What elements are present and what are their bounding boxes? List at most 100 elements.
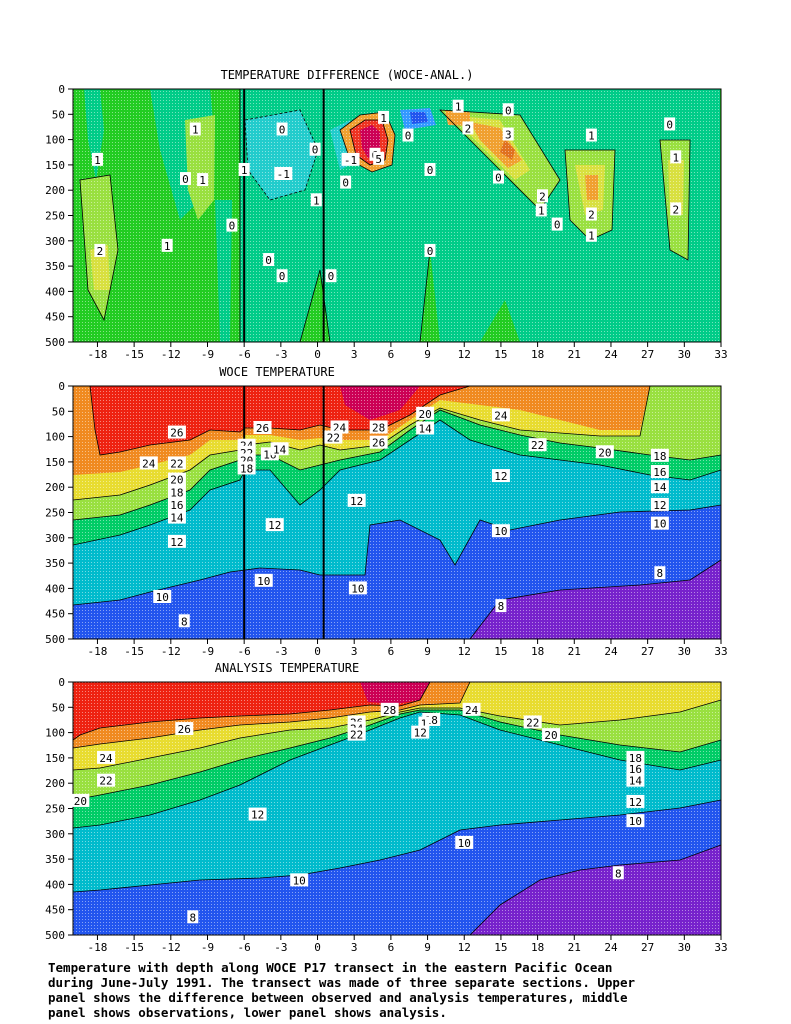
contour-label-box bbox=[424, 243, 436, 257]
contour-label-box bbox=[263, 253, 275, 267]
contour-label: 18 bbox=[653, 450, 666, 463]
contour-label: 1 bbox=[199, 174, 206, 187]
y-tick-label: 100 bbox=[45, 727, 65, 740]
x-tick-label: 24 bbox=[604, 348, 618, 361]
contour-label: 0 bbox=[279, 123, 286, 136]
y-axis: 0 50 100 150 200 250 300 350 400 450 500 bbox=[45, 83, 73, 349]
contour-label-box bbox=[462, 121, 474, 135]
contour-label-box bbox=[290, 873, 309, 887]
contour-label: 22 bbox=[327, 432, 340, 445]
contour-label-box bbox=[153, 590, 172, 604]
contour-label-box bbox=[237, 461, 256, 475]
contour-label: 12 bbox=[414, 727, 427, 740]
contour-label: 10 bbox=[257, 575, 270, 588]
contour-label: 20 bbox=[544, 729, 557, 742]
contour-label-box bbox=[416, 421, 435, 435]
contour-label-box bbox=[270, 442, 289, 456]
contour-label-box bbox=[411, 725, 430, 739]
contour-label: 3 bbox=[505, 129, 512, 142]
x-tick-label: 12 bbox=[458, 348, 471, 361]
x-tick-label: -15 bbox=[124, 645, 144, 658]
y-tick-label: 500 bbox=[45, 929, 65, 942]
contour-label: 10 bbox=[629, 815, 642, 828]
x-tick-label: 6 bbox=[388, 941, 395, 954]
contour-label: 22 bbox=[350, 729, 363, 742]
x-tick-label: -3 bbox=[274, 645, 287, 658]
contour-label-box bbox=[178, 614, 190, 628]
section-dividers bbox=[243, 386, 325, 639]
contour-label-box bbox=[502, 103, 514, 117]
contour-label-box bbox=[650, 516, 669, 530]
x-axis: -18 -15 -12 -9 -6 -3 0 3 6 9 12 15 18 21 24 27 30 33 bbox=[88, 342, 728, 361]
contour-label: 20 bbox=[418, 408, 431, 421]
x-tick-label: 24 bbox=[604, 941, 618, 954]
y-tick-label: 200 bbox=[45, 481, 65, 494]
contour-label-box bbox=[424, 162, 436, 176]
x-axis: -18 -15 -12 -9 -6 -3 0 3 6 9 12 15 18 21 24 27 30 33 bbox=[88, 639, 728, 658]
contour-label: 0 bbox=[342, 177, 349, 190]
x-tick-label: 33 bbox=[714, 645, 727, 658]
y-tick-label: 350 bbox=[45, 853, 65, 866]
contour-label-box bbox=[97, 750, 116, 764]
panel-analysis-temperature: ANALYSIS TEMPERATURE -18 -15 -1 bbox=[45, 661, 728, 954]
contour-label: 1 bbox=[313, 194, 320, 207]
contour-label: 0 bbox=[279, 270, 286, 283]
contour-label: 2 bbox=[465, 122, 472, 135]
contour-label: 0 bbox=[328, 270, 335, 283]
contour-label: 2 bbox=[97, 245, 104, 258]
contour-label: 0 bbox=[666, 118, 673, 131]
contour-label-box bbox=[462, 702, 481, 716]
contour-label-box bbox=[265, 518, 284, 532]
contour-label: 8 bbox=[657, 567, 664, 580]
contour-label: 2 bbox=[588, 208, 595, 221]
contour-label: 12 bbox=[350, 495, 363, 508]
contour-label: 1 bbox=[164, 240, 171, 253]
contour-label: 24 bbox=[142, 457, 156, 470]
contour-label-box bbox=[97, 773, 116, 787]
contour-label: 8 bbox=[181, 615, 188, 628]
contour-label: 1 bbox=[421, 717, 428, 730]
contour-label: 1 bbox=[672, 151, 679, 164]
contour-label: 0 bbox=[427, 245, 434, 258]
contour-label-box bbox=[551, 217, 563, 231]
contour-label-box bbox=[542, 728, 561, 742]
y-tick-label: 150 bbox=[45, 752, 65, 765]
contour-label: 1 bbox=[94, 154, 101, 167]
contour-label-box bbox=[418, 716, 430, 730]
contour-label-box bbox=[452, 99, 464, 113]
contour-labels: 2624222018161412108262422201816141210242… bbox=[139, 406, 669, 628]
x-tick-label: -18 bbox=[88, 348, 108, 361]
contour-label: 16 bbox=[653, 466, 666, 479]
caption-line: Temperature with depth along WOCE P17 tr… bbox=[48, 960, 613, 975]
contour-label: 10 bbox=[458, 837, 471, 850]
contour-label: 1 bbox=[380, 112, 387, 125]
y-tick-label: 450 bbox=[45, 904, 65, 917]
contour-label-box bbox=[523, 715, 542, 729]
x-tick-label: 27 bbox=[641, 645, 654, 658]
x-tick-label: -3 bbox=[274, 348, 287, 361]
contour-label-box bbox=[254, 573, 273, 587]
contour-label-box bbox=[626, 773, 645, 787]
contour-label-box bbox=[585, 128, 597, 142]
contour-label-box bbox=[612, 866, 624, 880]
x-tick-label: 15 bbox=[494, 348, 507, 361]
y-tick-label: 100 bbox=[45, 134, 65, 147]
x-tick-label: -3 bbox=[274, 941, 287, 954]
contour-label-box bbox=[650, 465, 669, 479]
contour-label: 14 bbox=[629, 775, 643, 788]
contour-label-box bbox=[373, 151, 385, 165]
contour-label-box bbox=[585, 207, 597, 221]
x-tick-label: 30 bbox=[678, 941, 691, 954]
contour-label: 0 bbox=[265, 254, 272, 267]
contour-label-box bbox=[654, 566, 666, 580]
contour-label-box bbox=[325, 269, 337, 283]
contour-label-box bbox=[167, 497, 186, 511]
contour-label: 14 bbox=[170, 512, 184, 525]
contour-label-box bbox=[274, 167, 293, 181]
section-dividers bbox=[243, 89, 325, 342]
contour-label-box bbox=[347, 493, 366, 507]
contour-label-box bbox=[310, 193, 322, 207]
contour-label-box bbox=[238, 162, 250, 176]
x-tick-label: 6 bbox=[388, 645, 395, 658]
caption-line: during June-July 1991. The transect was … bbox=[48, 975, 635, 990]
